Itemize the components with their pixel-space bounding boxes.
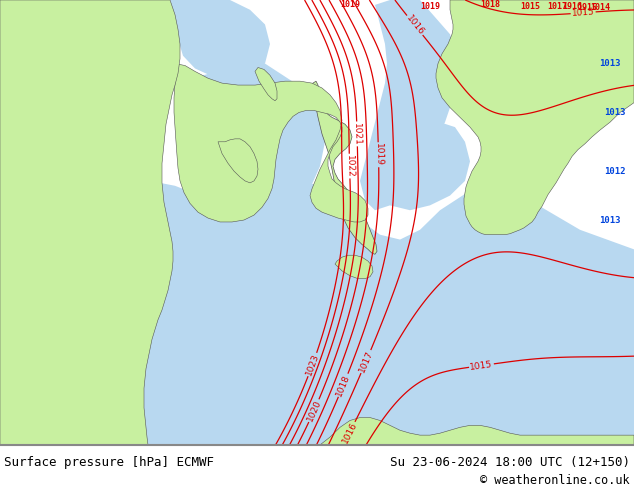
- Text: 1013: 1013: [599, 59, 621, 68]
- Polygon shape: [0, 0, 180, 445]
- Text: 1022: 1022: [345, 154, 354, 177]
- Text: 1023: 1023: [304, 352, 321, 377]
- Text: 1015: 1015: [571, 7, 595, 18]
- Polygon shape: [310, 417, 634, 445]
- Polygon shape: [255, 68, 277, 101]
- Text: 1012: 1012: [604, 167, 626, 175]
- Text: Su 23-06-2024 18:00 UTC (12+150): Su 23-06-2024 18:00 UTC (12+150): [390, 456, 630, 469]
- Text: 1019: 1019: [340, 0, 360, 9]
- Text: 1018: 1018: [480, 0, 500, 9]
- Text: 1017: 1017: [358, 349, 375, 374]
- Text: 1019: 1019: [373, 143, 384, 167]
- Polygon shape: [0, 181, 634, 445]
- Text: 1014: 1014: [590, 3, 610, 12]
- Text: 1018: 1018: [335, 373, 352, 397]
- Polygon shape: [390, 122, 470, 210]
- Text: 1016: 1016: [404, 14, 425, 37]
- Text: 1013: 1013: [604, 108, 626, 117]
- Text: 1916: 1916: [562, 2, 582, 11]
- Text: © weatheronline.co.uk: © weatheronline.co.uk: [481, 474, 630, 487]
- Polygon shape: [335, 255, 373, 279]
- Text: 1915: 1915: [577, 3, 597, 12]
- Polygon shape: [170, 0, 270, 78]
- Text: 1021: 1021: [353, 122, 362, 146]
- Text: 1016: 1016: [340, 421, 359, 445]
- Text: 1017: 1017: [547, 2, 567, 11]
- Polygon shape: [360, 0, 460, 210]
- Text: Surface pressure [hPa] ECMWF: Surface pressure [hPa] ECMWF: [4, 456, 214, 469]
- Polygon shape: [174, 64, 368, 222]
- Text: 1015: 1015: [520, 2, 540, 11]
- Polygon shape: [310, 81, 377, 254]
- Polygon shape: [175, 64, 325, 218]
- Polygon shape: [218, 139, 258, 183]
- Polygon shape: [436, 0, 634, 235]
- Text: 1020: 1020: [305, 398, 323, 423]
- Text: 1013: 1013: [599, 216, 621, 224]
- Text: 1019: 1019: [420, 2, 440, 11]
- Text: 1015: 1015: [469, 360, 493, 371]
